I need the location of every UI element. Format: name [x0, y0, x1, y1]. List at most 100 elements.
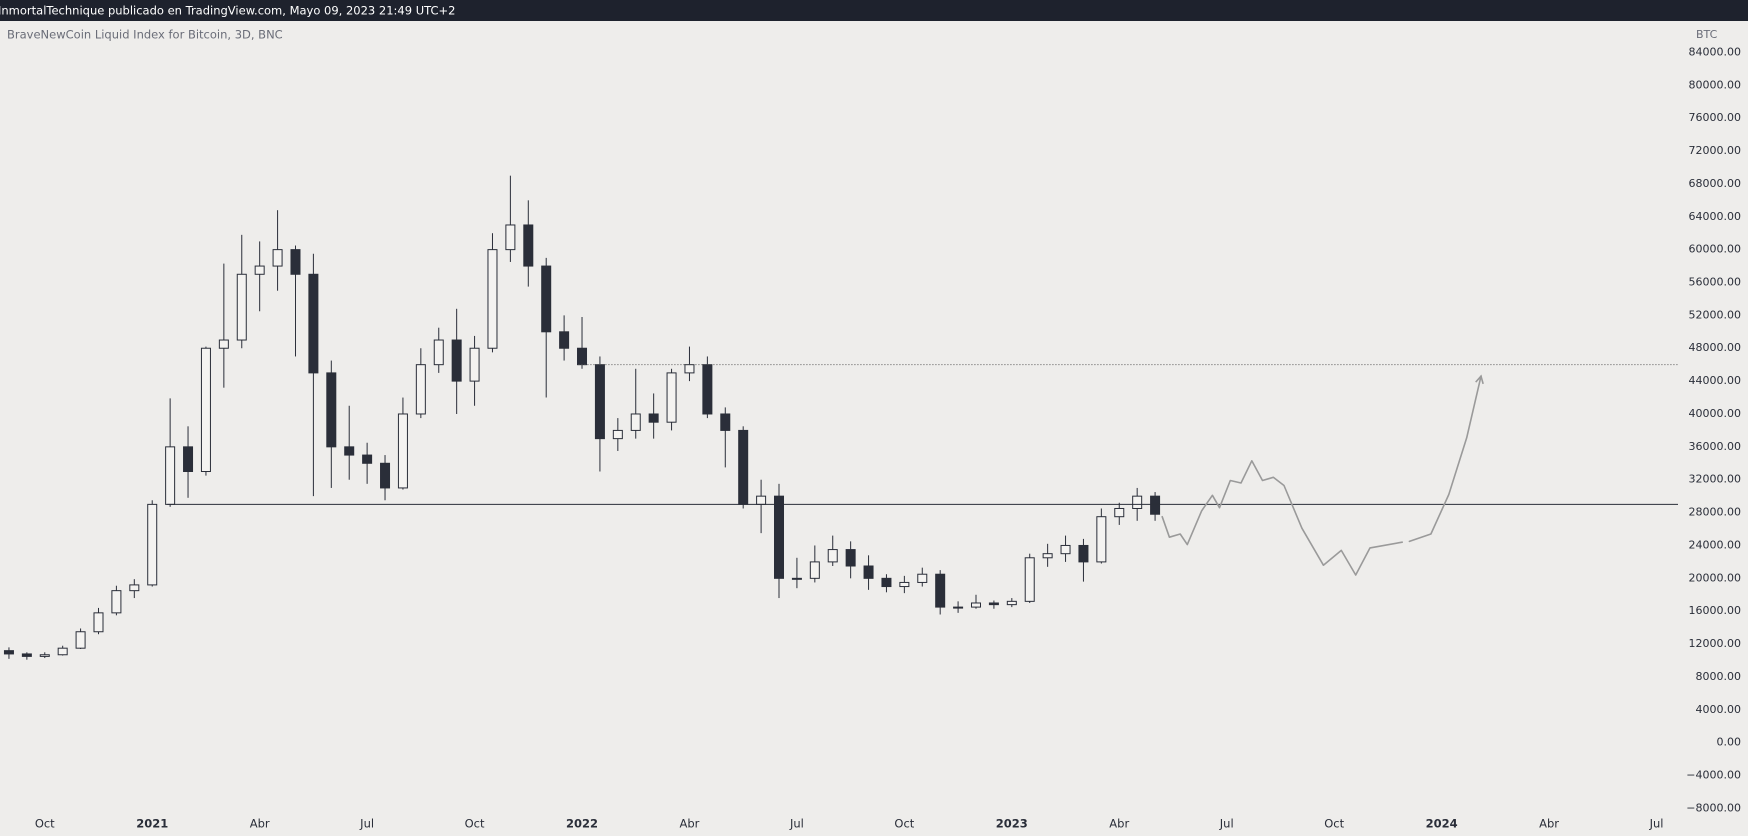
candle-body [541, 265, 552, 333]
candle-body [3, 650, 14, 655]
candle-body [684, 364, 695, 374]
candle-body [75, 631, 86, 649]
y-tick-label: 48000.00 [1689, 341, 1742, 354]
candle-body [953, 606, 964, 609]
x-tick-label: Oct [35, 817, 55, 831]
candle-body [326, 372, 337, 448]
y-tick-label: 52000.00 [1689, 308, 1742, 321]
candle-body [612, 429, 623, 440]
candle-body [899, 581, 910, 588]
x-tick-label: Abr [250, 817, 270, 831]
y-tick-label: 28000.00 [1689, 506, 1742, 519]
candle-body [863, 565, 874, 579]
x-tick-label: Jul [359, 817, 374, 831]
header-text: InmortalTechnique publicado en TradingVi… [0, 4, 455, 18]
candle-body [290, 249, 301, 275]
x-tick-label: 2021 [136, 817, 168, 831]
y-axis-label: BTC [1696, 28, 1718, 41]
candle-body [648, 413, 659, 423]
candle-body [21, 653, 32, 657]
candle-body [594, 364, 605, 440]
candle-body [970, 602, 981, 608]
candle-body [111, 590, 122, 614]
candle-body [218, 339, 229, 349]
candle-body [415, 364, 426, 415]
candle-body [702, 364, 713, 415]
y-tick-label: 68000.00 [1689, 177, 1742, 190]
y-tick-label: 64000.00 [1689, 210, 1742, 223]
candle-body [57, 647, 68, 656]
candle-body [272, 249, 283, 267]
candle-body [397, 413, 408, 489]
projection-arrowhead [1475, 374, 1484, 385]
y-tick-label: 56000.00 [1689, 275, 1742, 288]
candle-body [1006, 600, 1017, 606]
candle-body [845, 549, 856, 567]
candle-body [1096, 516, 1107, 563]
candle-body [1060, 544, 1071, 555]
candle-body [1132, 495, 1143, 509]
y-tick-label: 72000.00 [1689, 144, 1742, 157]
candle-body [254, 265, 265, 275]
projection-line [1161, 375, 1482, 576]
candle-body [1024, 557, 1035, 602]
x-tick-label: 2024 [1426, 817, 1458, 831]
candle-body [881, 577, 892, 588]
x-tick-label: Jul [1649, 817, 1664, 831]
x-tick-label: 2023 [996, 817, 1028, 831]
candle-body [200, 347, 211, 473]
x-tick-label: Jul [1219, 817, 1234, 831]
x-tick-label: Abr [680, 817, 700, 831]
y-tick-label: 44000.00 [1689, 374, 1742, 387]
y-tick-label: 80000.00 [1689, 78, 1742, 91]
candle-body [165, 446, 176, 505]
candle-body [451, 339, 462, 382]
x-tick-label: Oct [1324, 817, 1344, 831]
candle-body [935, 573, 946, 608]
x-tick-label: Jul [789, 817, 804, 831]
candle-body [93, 612, 104, 633]
candle-body [666, 372, 677, 423]
y-tick-label: 84000.00 [1689, 45, 1742, 58]
candle-body [308, 273, 319, 374]
candle-body [39, 654, 50, 657]
candle-body [505, 224, 516, 251]
y-tick-label: 0.00 [1717, 736, 1742, 749]
x-tick-label: 2022 [566, 817, 598, 831]
candle-body [827, 549, 838, 563]
candle-body [774, 495, 785, 579]
candle-body [469, 347, 480, 382]
candle-body [988, 602, 999, 606]
candle-body [756, 495, 767, 505]
candle-body [433, 339, 444, 366]
y-tick-label: 8000.00 [1696, 670, 1742, 683]
candle-body [147, 503, 158, 586]
x-tick-label: Oct [465, 817, 485, 831]
candle-body [523, 224, 534, 267]
chart-title: BraveNewCoin Liquid Index for Bitcoin, 3… [7, 28, 283, 42]
candle-body [344, 446, 355, 456]
candle-body [487, 249, 498, 349]
candle-body [1150, 495, 1161, 515]
candle-body [1114, 507, 1125, 518]
candle-body [1042, 553, 1053, 559]
y-tick-label: 76000.00 [1689, 111, 1742, 124]
y-tick-label: 4000.00 [1696, 703, 1742, 716]
y-tick-label: 20000.00 [1689, 571, 1742, 584]
y-tick-label: 60000.00 [1689, 243, 1742, 256]
candle-body [809, 561, 820, 579]
header-bar [0, 0, 1748, 21]
y-tick-label: 12000.00 [1689, 637, 1742, 650]
y-tick-label: 36000.00 [1689, 440, 1742, 453]
candle-body [183, 446, 194, 473]
candle-body [380, 462, 391, 489]
y-tick-label: 16000.00 [1689, 604, 1742, 617]
y-tick-label: 32000.00 [1689, 473, 1742, 486]
y-tick-label: 40000.00 [1689, 407, 1742, 420]
y-tick-label: −4000.00 [1686, 769, 1741, 782]
candle-body [129, 584, 140, 592]
x-tick-label: Oct [894, 817, 914, 831]
candle-body [577, 347, 588, 366]
